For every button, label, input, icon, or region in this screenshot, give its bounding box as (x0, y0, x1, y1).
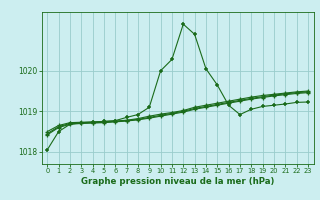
X-axis label: Graphe pression niveau de la mer (hPa): Graphe pression niveau de la mer (hPa) (81, 177, 274, 186)
